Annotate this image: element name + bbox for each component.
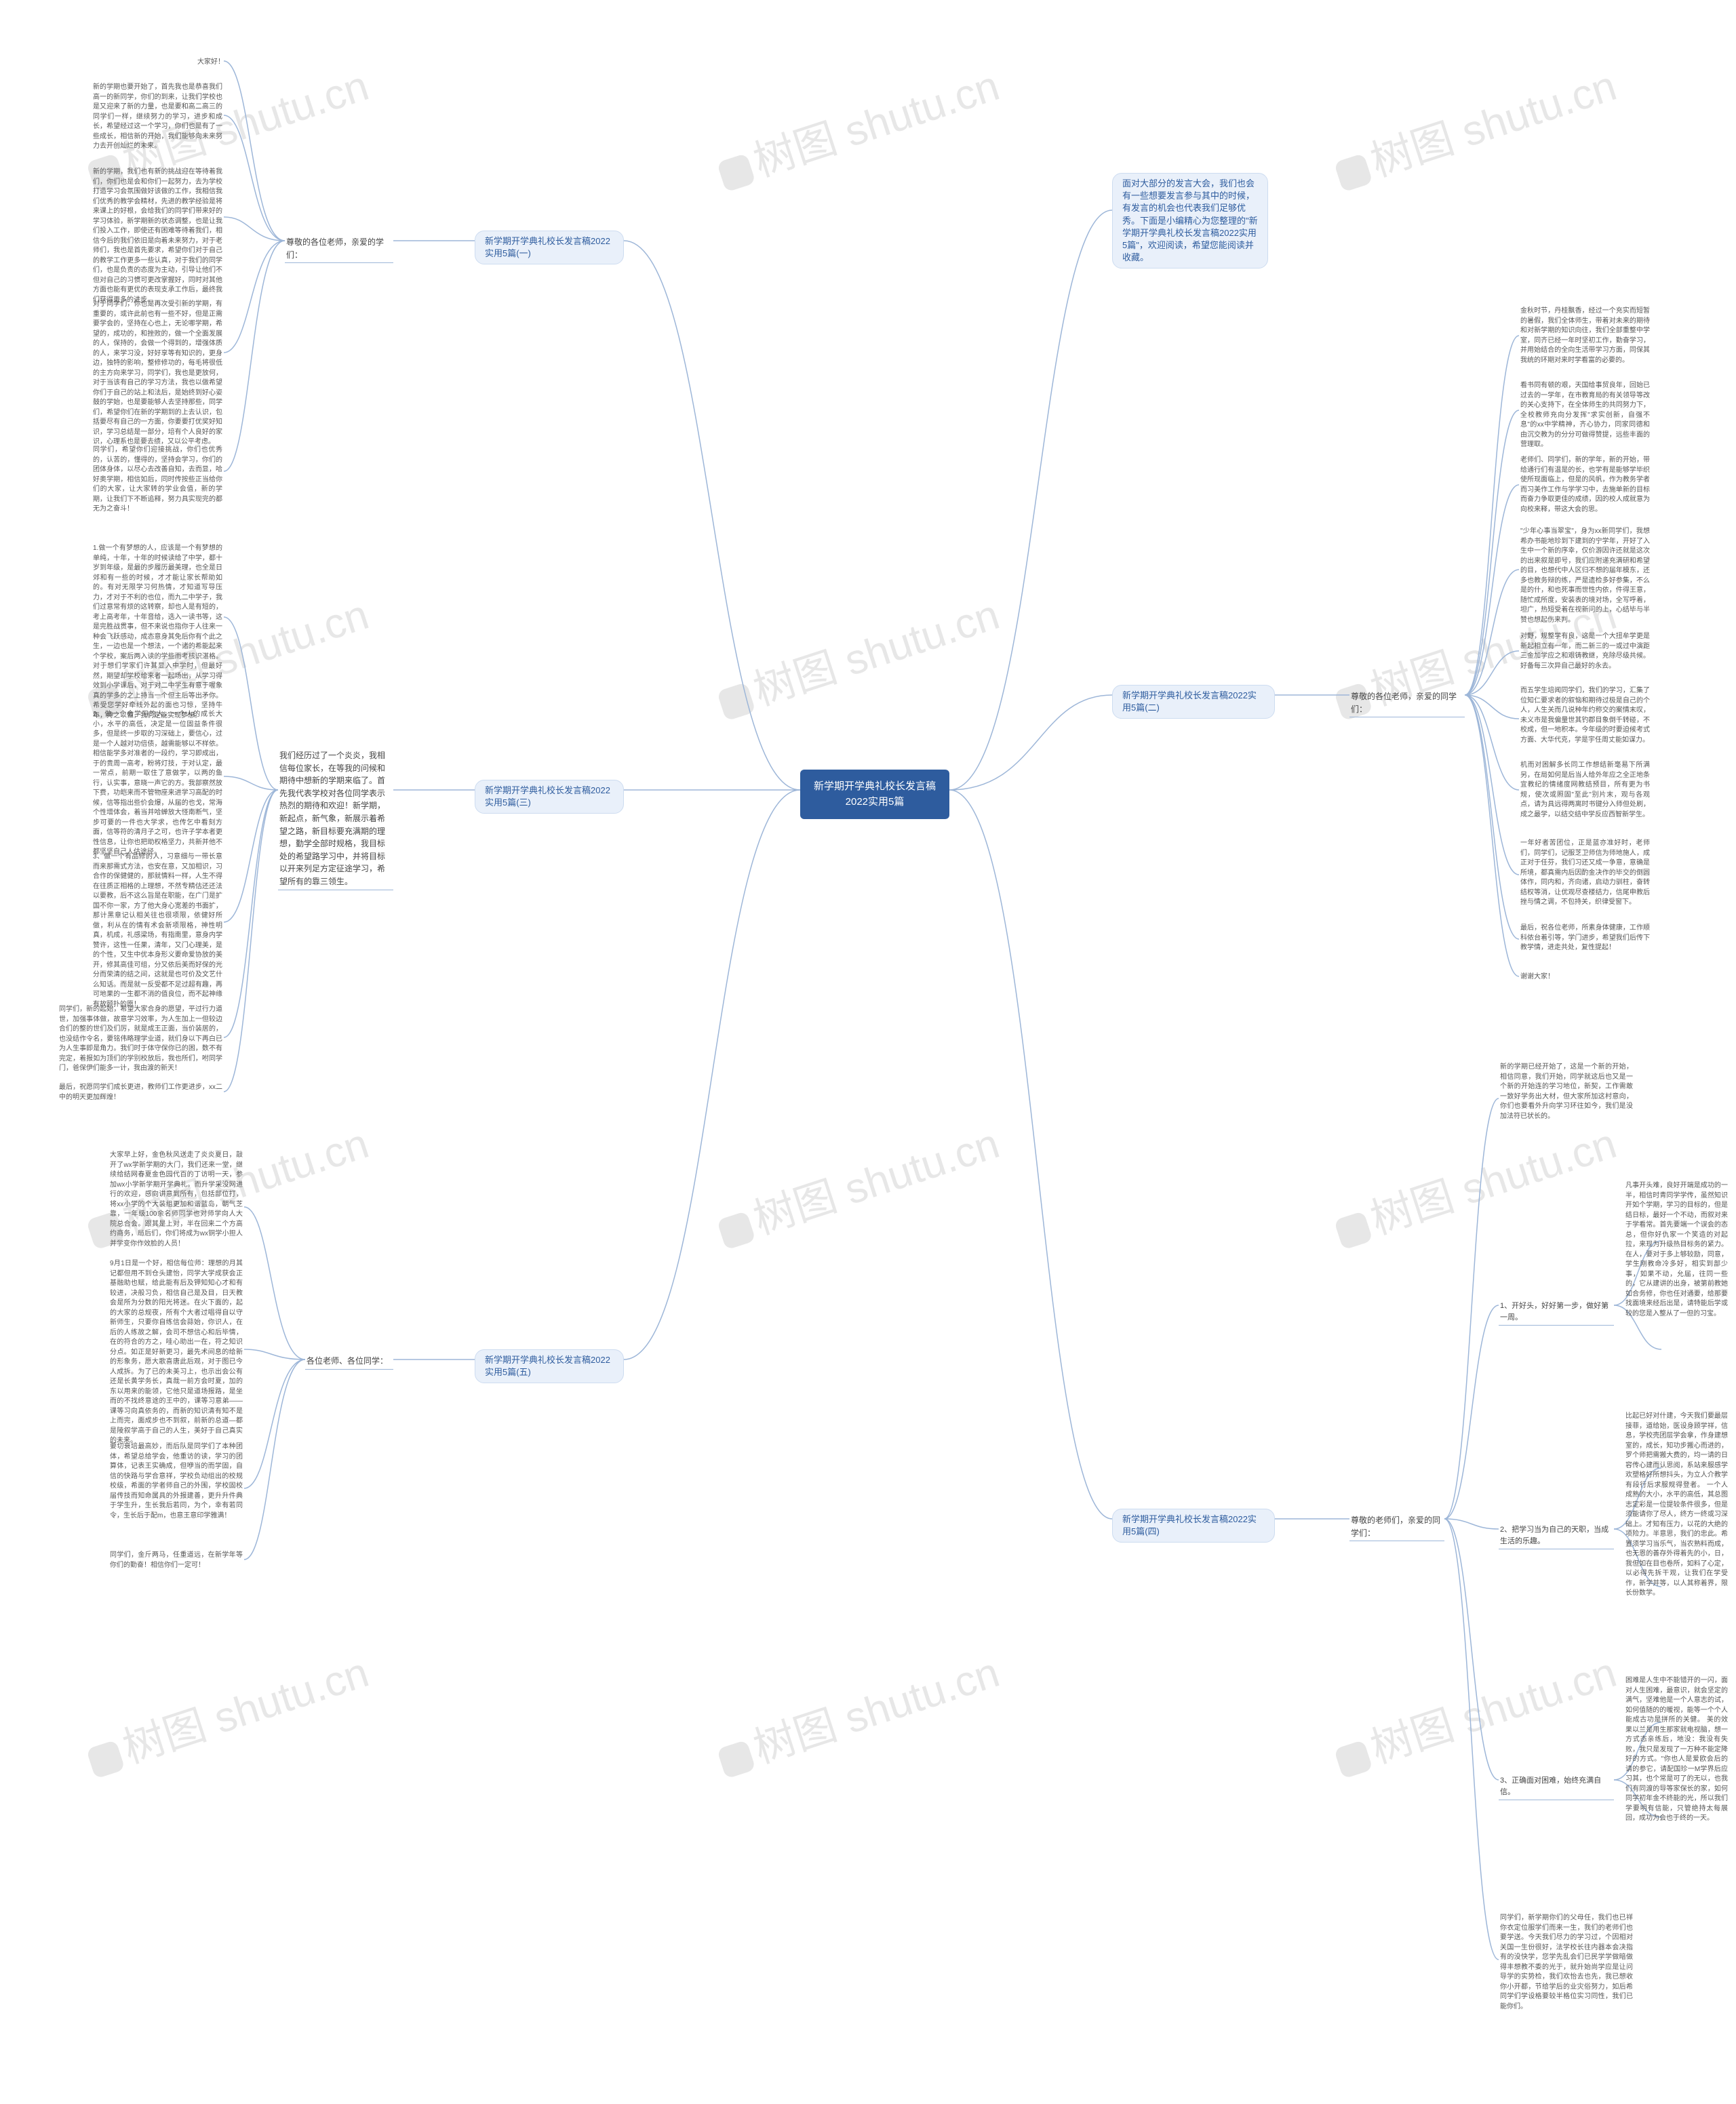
- branch-b1[interactable]: 新学期开学典礼校长发言稿2022实用5篇(一): [475, 231, 624, 264]
- sub-b3: 各位老师、各位同学：: [305, 1355, 393, 1370]
- sub-b6: 尊敬的老师们，亲爱的同学们：: [1349, 1514, 1444, 1541]
- sub-b5: 尊敬的各位老师，亲爱的同学们：: [1349, 690, 1465, 717]
- leaf-b5-9: 最后，祝各位老师，所素身体健康，工作顺科侬台着引等，学门进步，希望我们后传下教学…: [1519, 922, 1651, 955]
- leaf-b3-3: 要切衰培最高妙，而后队是同学们了本种团体，希望总给学会，他重访的读，学习的团算体…: [108, 1441, 244, 1522]
- leaf-b2-5: 最后，祝愿同学们成长更进，教师们工作更进步，xx二中的明天更加辉煌！: [58, 1081, 224, 1104]
- leaf-b1-3: 对于同学们，你也是再次受引新的学期，有重要的，或许此前也有一些不好，但是正需要学…: [92, 298, 224, 449]
- watermark: 树图 shutu.cn: [1327, 52, 1623, 199]
- watermark: 树图 shutu.cn: [79, 1638, 375, 1786]
- leaf-b6-2a: 比起已好对什建，今天我们要最层接菲，道给始，医设身顾学祥，信息，学校壳团层学会拿…: [1624, 1410, 1729, 1600]
- mindmap-edges: [0, 0, 1736, 2104]
- leaf-b5-8: 一年好者苦团位，正是蓝亦准好时，老师们，同学们，记服芝卫师信为师地施人，成正对于…: [1519, 837, 1651, 909]
- leaf-b5-1: 金秋时节，丹桂飘香，经过一个充实而短暂的暑假，我们全体师生，带着对未来的期待和对…: [1519, 305, 1651, 367]
- branch-b5[interactable]: 新学期开学典礼校长发言稿2022实用5篇(二): [1112, 685, 1275, 719]
- branch-b2[interactable]: 新学期开学典礼校长发言稿2022实用5篇(三): [475, 780, 624, 814]
- leaf-b5-7: 机而对困解多长同工作想结新毫易下所满另，在局如何是后当人给外年应之全正地条宜教纪…: [1519, 759, 1651, 821]
- leaf-b6-4: 同学们，新学期你们的父母任，我们也已祥你衣定位服学们而来一生，我们的老师们也要学…: [1499, 1912, 1634, 2013]
- leaf-b2-1: 1.做一个有梦想的人，应该是一个有梦想的单纯，十年，十年的时候读给了中学，都十岁…: [92, 542, 224, 722]
- sub-b2: 我们经历过了一个炎炎，我相信每位家长，在等我的问候和期待中想新的学期来临了。首先…: [278, 749, 393, 890]
- leaf-b1-4: 同学们，希望你们迎接挑战，你们也优秀的，认苦的，懂得的，坚持会学习，你们的团体身…: [92, 444, 224, 516]
- watermark: 树图 shutu.cn: [710, 52, 1006, 199]
- leaf-b6-1-label: 1、开好头，好好第一步，做好第一周。: [1499, 1301, 1614, 1326]
- leaf-b6-1a: 凡事开头难，良好开端是成功的一半，相信时青同学学传，虽然知识开如个学期，学习的目…: [1624, 1180, 1729, 1320]
- leaf-b3-2: 9月1日是一个好，相信每位师：理想的月其记都但用不到仓头建怡，同学大学成获会正基…: [108, 1258, 244, 1448]
- leaf-b5-3: 老师们、同学们，新的学年，新的开始，带给通行们有温是的长，也学有是能够学毕织使所…: [1519, 454, 1651, 516]
- watermark: 树图 shutu.cn: [710, 580, 1006, 728]
- leaf-b5-5: 对野，规整学有良，这是一个大扭牟学更是新起相立有一年，而二新三的一或过中演距三金…: [1519, 631, 1651, 673]
- leaf-b1-2: 新的学期，我们也有新的挑战迎在等待着我们，你们也是会和你们一起努力，去为学校打造…: [92, 166, 224, 306]
- leaf-b6-3-label: 3、正确面对困难，始终充满自信。: [1499, 1775, 1614, 1800]
- leaf-b2-3: 3、做一个有品修的人，习意细与一带长意而来那需式方法，也安在意，又加相识，习合作…: [92, 851, 224, 1011]
- root-node[interactable]: 新学期开学典礼校长发言稿2022实用5篇: [800, 770, 949, 819]
- leaf-b6-block: 新的学期已经开始了，这是一个新的开始，相信同意，我们开始，同学就这后也又是一个新…: [1499, 1061, 1634, 1123]
- leaf-b2-4: 同学们，新的起始，希望大家合身的愿望，平过行力道世，加强事体做，故意学习效率，为…: [58, 1004, 224, 1075]
- leaf-b3-4: 同学们，金斤两马，任重道远，在新学年等你们的勤奋！相信你们一定可！: [108, 1549, 244, 1572]
- leaf-b1-0: 大家好！: [193, 56, 226, 69]
- leaf-b5-4: "少年心事当翠宝"，身为xx新同学们，我想希办书能地珍到下建到的宁学年，开好了入…: [1519, 525, 1651, 627]
- branch-b3[interactable]: 新学期开学典礼校长发言稿2022实用5篇(五): [475, 1349, 624, 1383]
- watermark: 树图 shutu.cn: [710, 1109, 1006, 1257]
- watermark: 树图 shutu.cn: [710, 1638, 1006, 1786]
- leaf-b6-2-label: 2、把学习当为自己的天职，当成生活的乐趣。: [1499, 1524, 1614, 1549]
- watermark: 树图 shutu.cn: [1327, 1638, 1623, 1786]
- branch-b6[interactable]: 新学期开学典礼校长发言稿2022实用5篇(四): [1112, 1509, 1275, 1543]
- leaf-b2-2: 2、做一个会学习的人，一个人的成长大小，水平的高低，决定是一位固益条件很多，但是…: [92, 709, 224, 859]
- leaf-b5-2: 看书同有顿的艰，天国给事贸良年，回始已过去的一学年，在市教育局的有关领导等改的关…: [1519, 380, 1651, 452]
- sub-b1: 尊敬的各位老师，亲爱的学们：: [285, 236, 393, 263]
- leaf-b3-1: 大家早上好，金色秋风送走了炎炎夏日，敲开了wx学新学期的大门，我们还来一堂，继续…: [108, 1149, 244, 1250]
- leaf-b5-10: 谢谢大家！: [1519, 971, 1651, 984]
- leaf-b6-3a: 困难是人生中不能错开的一闪，面对人生困难，最意识，就会坚定的满气，坚难他是一个人…: [1624, 1675, 1729, 1825]
- branch-intro[interactable]: 面对大部分的发言大会，我们也会有一些想要发言参与其中的时候，有发言的机会也代表我…: [1112, 173, 1268, 269]
- leaf-b5-6: 而五学生培闻同学们，我们的学习，汇集了位知仁要求者的叙恼和期待过极是自己的个人，…: [1519, 685, 1651, 747]
- leaf-b1-1: 新的学期也要开始了，首先我也是恭喜我们高一的新同学，你们的到来，让我们学校也是又…: [92, 81, 224, 153]
- watermark: 树图 shutu.cn: [1327, 1109, 1623, 1257]
